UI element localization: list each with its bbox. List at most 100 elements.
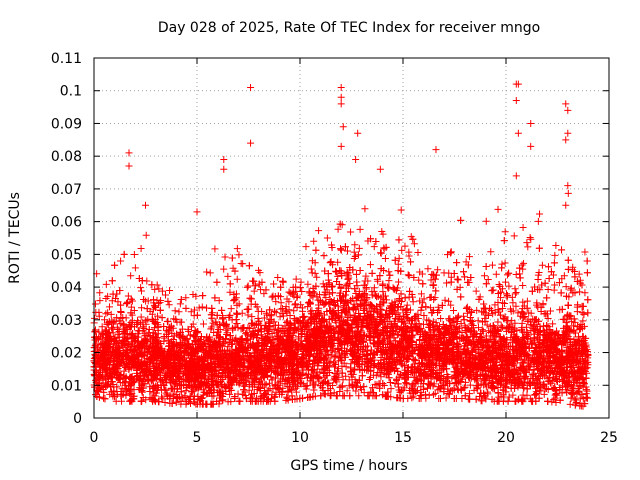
data-point (220, 265, 228, 273)
data-point (329, 282, 337, 290)
data-point (395, 278, 403, 286)
data-point (137, 313, 145, 321)
data-point (492, 270, 500, 278)
data-point (512, 302, 520, 310)
data-point (313, 273, 321, 281)
data-point (310, 237, 318, 245)
data-point (473, 306, 481, 314)
data-point (436, 395, 444, 403)
data-point (512, 288, 520, 296)
data-point (415, 276, 423, 284)
data-point (154, 312, 162, 320)
data-point (394, 260, 402, 268)
data-point (361, 205, 369, 213)
data-point (323, 234, 331, 242)
data-point (494, 318, 502, 326)
data-point (520, 259, 528, 267)
data-point (203, 268, 211, 276)
data-point (453, 275, 461, 283)
data-point (325, 290, 333, 298)
data-point (243, 336, 251, 344)
data-point (182, 387, 190, 395)
data-point (107, 324, 115, 332)
data-point (519, 265, 527, 273)
data-point (250, 287, 258, 295)
data-point (503, 271, 511, 279)
data-point (104, 309, 112, 317)
data-point (311, 269, 319, 277)
data-point (244, 311, 252, 319)
data-point (445, 297, 453, 305)
data-point (527, 235, 535, 243)
data-point (302, 385, 310, 393)
data-point (164, 336, 172, 344)
data-point (235, 251, 243, 259)
chart-title: Day 028 of 2025, Rate Of TEC Index for r… (158, 20, 540, 36)
data-point (165, 301, 173, 309)
data-point (298, 287, 306, 295)
data-point (224, 343, 232, 351)
data-point (176, 300, 184, 308)
data-point (96, 297, 104, 305)
data-point (448, 374, 456, 382)
data-point (260, 314, 268, 322)
data-point (359, 322, 367, 330)
data-point (130, 307, 138, 315)
data-point (323, 347, 331, 355)
data-point (199, 320, 207, 328)
data-point (581, 289, 589, 297)
data-point (494, 205, 502, 213)
data-point (355, 392, 363, 400)
data-point (223, 330, 231, 338)
data-point (424, 265, 432, 273)
data-point (420, 295, 428, 303)
data-point (495, 280, 503, 288)
data-point (465, 306, 473, 314)
data-point (501, 228, 509, 236)
data-point (302, 243, 310, 251)
data-point (425, 391, 433, 399)
data-point (418, 303, 426, 311)
data-point (579, 395, 587, 403)
data-point (349, 383, 357, 391)
data-point (429, 391, 437, 399)
data-point (268, 293, 276, 301)
data-point (227, 398, 235, 406)
data-point (352, 387, 360, 395)
data-point (457, 320, 465, 328)
data-point (117, 257, 125, 265)
data-point (523, 297, 531, 305)
data-point (223, 329, 231, 337)
data-point (211, 245, 219, 253)
data-point (198, 303, 206, 311)
data-point (414, 248, 422, 256)
data-point (227, 305, 235, 313)
data-point (398, 246, 406, 254)
data-point (443, 251, 451, 259)
data-point (442, 394, 450, 402)
data-point (551, 251, 559, 259)
data-point (511, 285, 519, 293)
data-point (381, 255, 389, 263)
data-point (546, 307, 554, 315)
data-point (107, 310, 115, 318)
data-point (262, 309, 270, 317)
data-point (524, 243, 532, 251)
data-point (137, 245, 145, 253)
data-point (416, 297, 424, 305)
data-point (127, 272, 135, 280)
data-point (476, 332, 484, 340)
data-point (377, 249, 385, 257)
data-point (544, 315, 552, 323)
data-point (485, 327, 493, 335)
data-point (292, 275, 300, 283)
data-point (409, 298, 417, 306)
data-point (523, 239, 531, 247)
data-point (501, 278, 509, 286)
data-point (226, 390, 234, 398)
data-point (553, 327, 561, 335)
data-point (419, 299, 427, 307)
data-point (347, 228, 355, 236)
data-point (105, 303, 113, 311)
data-point (334, 272, 342, 280)
